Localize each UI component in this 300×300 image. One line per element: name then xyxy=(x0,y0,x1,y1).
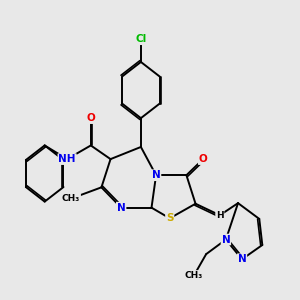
Text: Cl: Cl xyxy=(135,34,146,44)
Text: N: N xyxy=(238,254,246,264)
Text: CH₃: CH₃ xyxy=(62,194,80,203)
Text: O: O xyxy=(199,154,208,164)
Text: S: S xyxy=(166,213,173,223)
Text: N: N xyxy=(221,235,230,244)
Text: CH₃: CH₃ xyxy=(185,271,203,280)
Text: O: O xyxy=(86,113,95,123)
Text: H: H xyxy=(216,211,224,220)
Text: NH: NH xyxy=(58,154,76,164)
Text: N: N xyxy=(152,170,161,180)
Text: N: N xyxy=(117,203,125,213)
